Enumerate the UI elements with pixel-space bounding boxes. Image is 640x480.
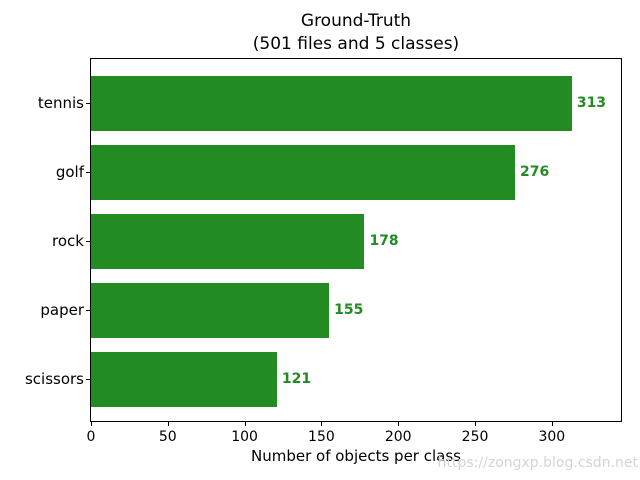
x-tick-200 [398,422,400,426]
y-tick-rock [86,241,90,242]
y-axis-label-tennis: tennis [37,94,84,112]
plot-area: 313 276 178 155 121 0 50 100 150 200 250 300 [86,58,622,445]
bar-value-label-paper: 155 [334,302,364,318]
x-tick-label-100: 100 [231,429,258,445]
y-axis-label-scissors: scissors [24,370,84,388]
bar-value-label-rock: 178 [369,233,399,249]
x-tick-300 [551,422,553,426]
x-axis-title: Number of objects per class [251,447,461,465]
y-tick-golf [86,172,90,173]
bar-scissors [91,351,277,407]
y-tick-paper [86,310,90,311]
bar-value-label-golf: 276 [520,164,550,180]
bar-value-label-scissors: 121 [281,371,312,387]
x-tick-100 [244,422,246,426]
watermark-text: https://zongxp.blog.csdn.net [437,455,638,471]
x-tick-label-200: 200 [384,429,412,445]
bar-value-label-tennis: 313 [576,95,607,111]
x-tick-label-50: 50 [158,429,177,445]
bar-rock [91,213,365,269]
x-tick-label-250: 250 [461,429,489,445]
y-axis-label-paper: paper [40,301,84,319]
x-tick-50 [167,422,169,426]
y-tick-scissors [86,379,90,380]
x-tick-label-300: 300 [538,429,566,445]
y-tick-tennis [86,103,90,104]
x-tick-250 [475,422,477,426]
bar-tennis [91,75,572,131]
y-axis-label-golf: golf [55,163,84,181]
x-tick-150 [321,422,323,426]
y-axis-label-rock: rock [52,232,84,250]
x-tick-0 [91,422,92,426]
bar-golf [91,144,515,200]
x-tick-label-150: 150 [308,429,335,445]
x-tick-label-0: 0 [86,429,96,445]
chart-title-line1: Ground-Truth [300,11,412,31]
bar-paper [91,282,330,338]
chart-title: Ground-Truth (501 files and 5 classes) [90,10,622,56]
chart-title-line2: (501 files and 5 classes) [252,34,460,54]
